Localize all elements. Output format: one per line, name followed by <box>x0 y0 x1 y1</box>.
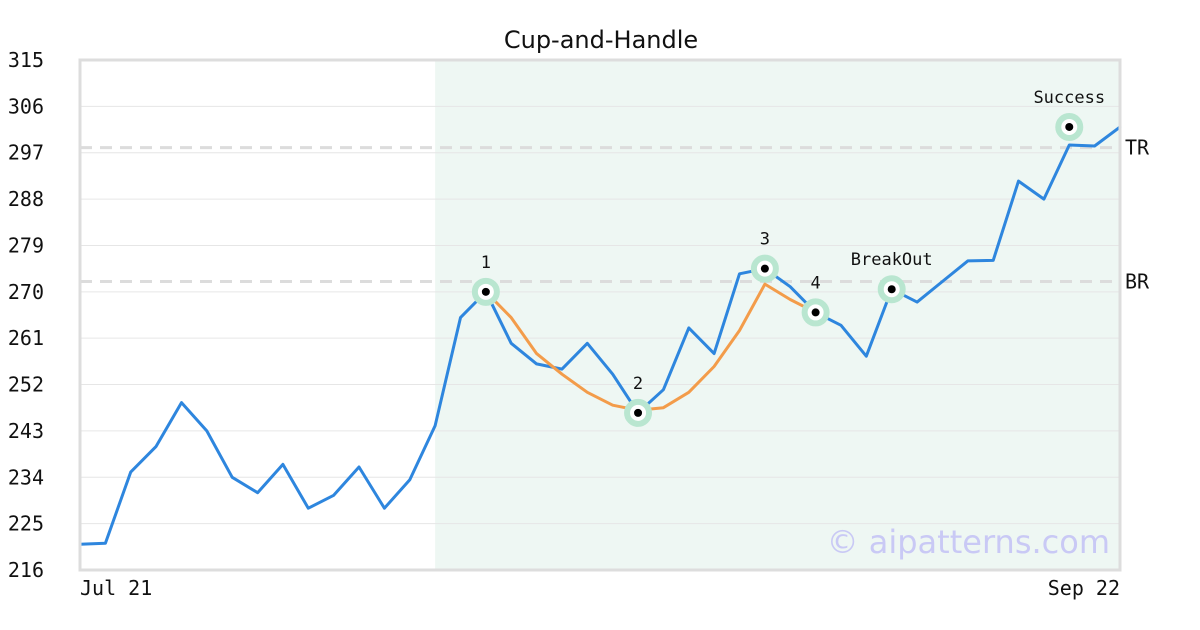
marker-layer: 1 2 3 4 BreakOut Success <box>471 88 1105 427</box>
pattern-marker-label: BreakOut <box>851 250 933 270</box>
series-line <box>78 125 1122 546</box>
pattern-marker-dot <box>1065 122 1074 131</box>
reference-line-label: TR <box>1125 136 1150 160</box>
x-tick-label: Jul 21 <box>80 576 152 600</box>
pattern-region-layer <box>435 60 1120 570</box>
y-tick-label: 243 <box>8 419 44 443</box>
pattern-marker-dot <box>481 287 490 296</box>
pattern-marker-label: Success <box>1033 88 1105 108</box>
plot-frame <box>78 58 1122 572</box>
y-tick-label: 216 <box>8 558 44 582</box>
y-tick-label: 306 <box>8 94 44 118</box>
pattern-marker-dot <box>760 264 769 273</box>
y-tick-label: 234 <box>8 465 44 489</box>
pattern-marker-dot <box>634 408 643 417</box>
tick-label-layer: 216225234243252261270279288297306315Jul … <box>8 48 1120 600</box>
reference-line-label: BR <box>1125 270 1150 294</box>
x-tick-label: Sep 22 <box>1048 576 1120 600</box>
pattern-marker-label: 4 <box>810 273 820 293</box>
pattern-marker-label: 1 <box>481 253 491 273</box>
chart-title: Cup-and-Handle <box>504 26 698 54</box>
y-tick-label: 225 <box>8 512 44 536</box>
pattern-marker-dot <box>811 308 820 317</box>
pattern-region <box>435 60 1120 570</box>
y-tick-label: 279 <box>8 233 44 257</box>
y-tick-label: 297 <box>8 141 44 165</box>
y-tick-label: 270 <box>8 280 44 304</box>
watermark-text: © aipatterns.com <box>827 523 1110 561</box>
y-tick-label: 252 <box>8 373 44 397</box>
pattern-marker-dot <box>887 285 896 294</box>
y-tick-label: 288 <box>8 187 44 211</box>
pattern-marker-label: 3 <box>760 230 770 250</box>
pattern-marker-label: 2 <box>633 374 643 394</box>
y-tick-label: 261 <box>8 326 44 350</box>
reference-line-layer: TR BR <box>80 136 1150 294</box>
y-tick-label: 315 <box>8 48 44 72</box>
